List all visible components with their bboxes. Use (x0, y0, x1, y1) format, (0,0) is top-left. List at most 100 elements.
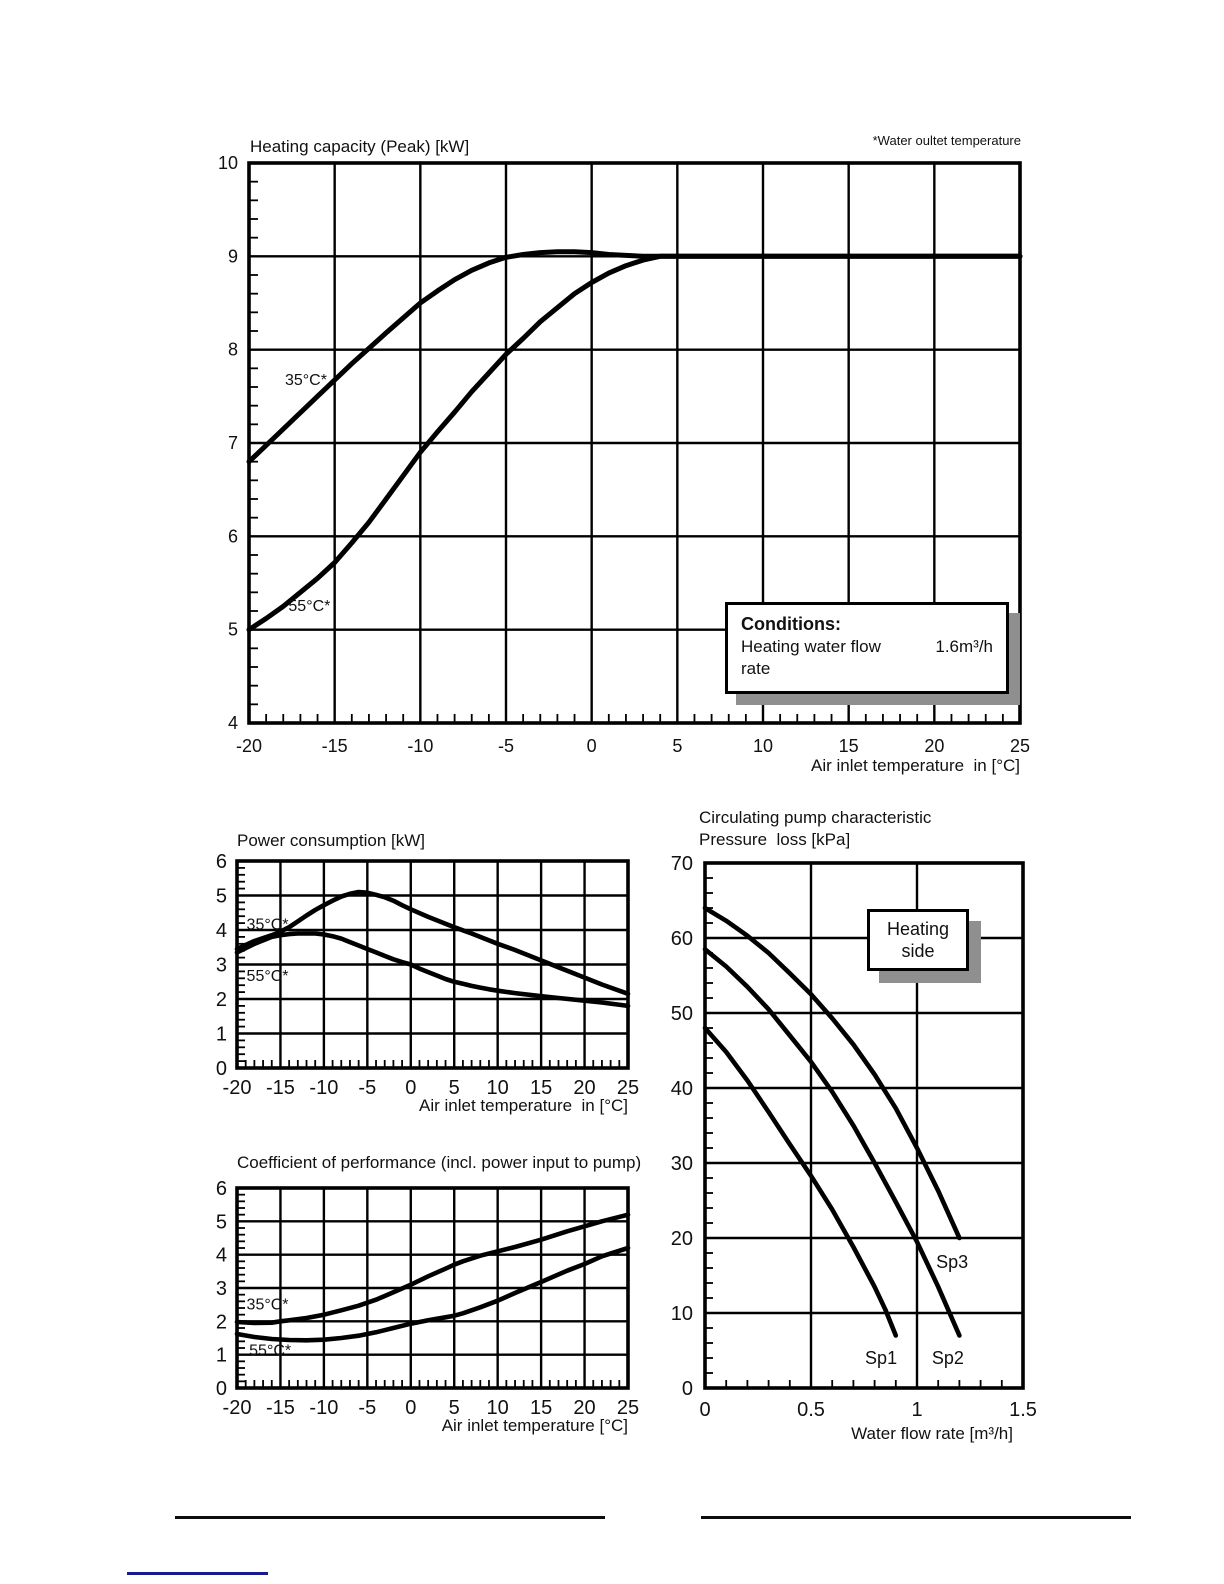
pump-curve-Sp3 (702, 905, 962, 1241)
x-tick-label: -10 (309, 1397, 338, 1419)
heating-side-line2: side (901, 941, 935, 961)
cop-title: Coefficient of performance (incl. power … (237, 1153, 642, 1172)
pump-series-label: Sp3 (936, 1252, 968, 1272)
y-tick-label: 10 (671, 1303, 693, 1325)
pump-series-label: Sp1 (865, 1348, 897, 1368)
cop-series-label: 35°C* (247, 1297, 289, 1314)
y-tick-label: 2 (216, 1311, 227, 1333)
pump-curve-Sp1 (702, 1025, 899, 1338)
y-tick-label: 2 (216, 989, 227, 1011)
footer-link-underline (127, 1572, 268, 1575)
conditions-value: 1.6m³/h (935, 636, 993, 656)
pump-plot: 0 0.5 1 1.5 0 10 20 30 40 50 60 70 Sp1 Sp2 Sp3 (671, 853, 1037, 1421)
plot-border (235, 859, 630, 1070)
cop-xaxis-label: Air inlet temperature [°C] (441, 1416, 628, 1435)
y-tick-label: 4 (216, 920, 227, 942)
y-tick-label: 6 (228, 526, 238, 546)
x-tick-label: 0.5 (797, 1399, 825, 1421)
pump-title: Circulating pump characteristic (699, 808, 932, 827)
x-tick-label: 5 (672, 736, 682, 756)
power_consumption-curve-35C (234, 889, 631, 997)
y-tick-label: 4 (228, 713, 238, 733)
cop-plot: -20 -15 -10 -5 0 5 10 15 20 25 0 1 2 3 4 5 6 35°C* 55°C* (216, 1178, 639, 1419)
heating-side-box: Heating side (867, 909, 969, 971)
x-tick-label: 5 (449, 1397, 460, 1419)
x-tick-label: 25 (1010, 736, 1030, 756)
y-tick-label: 20 (671, 1228, 693, 1250)
water-outlet-note: *Water oultet temperature (872, 133, 1021, 148)
pump-subtitle: Pressure loss [kPa] (699, 830, 851, 849)
y-tick-label: 40 (671, 1078, 693, 1100)
heating-capacity-title: Heating capacity (Peak) [kW] (250, 137, 470, 156)
cop-curve-35C (234, 1212, 631, 1326)
x-tick-label: 15 (530, 1397, 552, 1419)
y-tick-label: 1 (216, 1024, 227, 1046)
y-tick-label: 50 (671, 1003, 693, 1025)
y-tick-label: 5 (216, 1211, 227, 1233)
x-tick-label: -5 (358, 1077, 376, 1099)
x-tick-label: 1.5 (1009, 1399, 1037, 1421)
conditions-box: Conditions: Heating water flow rate 1.6m… (725, 602, 1009, 695)
y-tick-label: 7 (228, 433, 238, 453)
y-tick-label: 5 (228, 620, 238, 640)
conditions-label: Heating water flow rate (741, 636, 881, 679)
x-tick-label: 0 (405, 1397, 416, 1419)
x-tick-label: 20 (924, 736, 944, 756)
y-tick-label: 9 (228, 246, 238, 266)
plot-border (247, 161, 1022, 725)
power_consumption-series-label: 35°C* (247, 916, 289, 933)
x-tick-label: 20 (573, 1077, 595, 1099)
y-tick-label: 4 (216, 1245, 227, 1267)
x-tick-label: 0 (405, 1077, 416, 1099)
heating_capacity-series-label: 35°C* (285, 372, 327, 389)
y-tick-label: 60 (671, 928, 693, 950)
footer-rule-right (701, 1516, 1131, 1519)
x-tick-label: -15 (266, 1077, 295, 1099)
cop-curve-55C (234, 1245, 631, 1343)
plot-border (703, 861, 1025, 1390)
x-tick-label: -10 (407, 736, 433, 756)
x-tick-label: 5 (449, 1077, 460, 1099)
x-tick-label: -5 (498, 736, 514, 756)
pump-xaxis-label: Water flow rate [m³/h] (851, 1424, 1013, 1443)
x-tick-label: 15 (839, 736, 859, 756)
footer-rule-left (175, 1516, 605, 1519)
x-tick-label: 25 (617, 1077, 639, 1099)
conditions-heading: Conditions: (741, 614, 841, 634)
y-tick-label: 70 (671, 853, 693, 875)
power_consumption-series-label: 55°C* (247, 968, 289, 985)
power_consumption-plot: -20 -15 -10 -5 0 5 10 15 20 25 0 1 2 3 4 5 6 35°C* 55°C* (216, 851, 639, 1099)
y-tick-label: 30 (671, 1153, 693, 1175)
x-tick-label: 10 (487, 1397, 509, 1419)
y-tick-label: 10 (218, 153, 238, 173)
plot-border (235, 1186, 630, 1390)
x-tick-label: 0 (699, 1399, 710, 1421)
x-tick-label: 0 (587, 736, 597, 756)
y-tick-label: 5 (216, 886, 227, 908)
heating-side-line1: Heating (886, 918, 950, 939)
power_consumption-curve-55C (234, 931, 631, 1009)
x-tick-label: 25 (617, 1397, 639, 1419)
x-tick-label: -10 (309, 1077, 338, 1099)
y-tick-label: 6 (216, 851, 227, 873)
x-tick-label: -20 (223, 1077, 252, 1099)
cop-series-label: 55°C* (249, 1342, 291, 1359)
y-tick-label: 6 (216, 1178, 227, 1200)
x-tick-label: -15 (266, 1397, 295, 1419)
x-tick-label: 1 (911, 1399, 922, 1421)
y-tick-label: 0 (216, 1058, 227, 1080)
heating_capacity-curve-55C (246, 253, 1023, 633)
heating-capacity-xaxis-label: Air inlet temperature in [°C] (811, 756, 1020, 775)
y-tick-label: 8 (228, 340, 238, 360)
x-tick-label: -15 (322, 736, 348, 756)
y-tick-label: 0 (682, 1378, 693, 1400)
x-tick-label: 20 (573, 1397, 595, 1419)
y-tick-label: 3 (216, 955, 227, 977)
heating_capacity-curve-35C (246, 249, 1023, 465)
x-tick-label: -20 (236, 736, 262, 756)
y-tick-label: 1 (216, 1345, 227, 1367)
y-tick-label: 3 (216, 1278, 227, 1300)
x-tick-label: 10 (487, 1077, 509, 1099)
